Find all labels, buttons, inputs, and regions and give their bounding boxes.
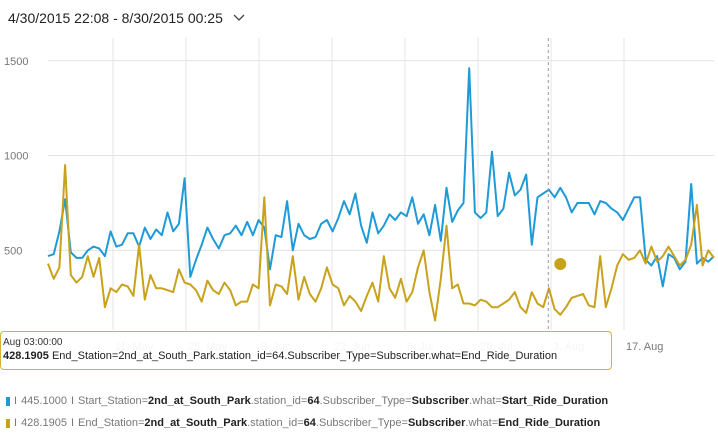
y-axis-ticks: 500 1000 1500: [4, 56, 28, 258]
tooltip-value: 428.1905: [3, 350, 49, 362]
chevron-down-icon[interactable]: [233, 11, 245, 25]
tooltip-line: 428.1905 End_Station=2nd_at_South_Park.s…: [3, 349, 611, 364]
highlight-point: [554, 257, 567, 270]
legend-series-name: Start_Station=2nd_at_South_Park.station_…: [78, 395, 609, 407]
legend-item-end-ride[interactable]: I 428.1905 I End_Station=2nd_at_South_Pa…: [6, 412, 608, 434]
y-tick-label: 1000: [4, 151, 28, 163]
legend-swatch-gold: [6, 418, 10, 428]
x-tick-label: 17. Aug: [626, 341, 663, 353]
legend-item-start-ride[interactable]: I 445.1000 I Start_Station=2nd_at_South_…: [6, 390, 608, 412]
legend-sep: I: [70, 417, 75, 429]
tooltip-time: Aug 03:00:00: [3, 337, 63, 348]
legend-series-name: End_Station=2nd_at_South_Park.station_id…: [78, 417, 601, 429]
series-line-1: [47, 164, 715, 322]
legend-sep: I: [14, 395, 18, 407]
legend-sep: I: [14, 417, 18, 429]
chart-tooltip: Aug 03:00:00 428.1905 End_Station=2nd_at…: [0, 331, 612, 370]
chart-series: [47, 67, 715, 322]
tooltip-series-label: End_Station=2nd_at_South_Park.station_id…: [51, 350, 558, 362]
y-tick-label: 500: [4, 245, 22, 257]
chart-highlight: [547, 38, 567, 330]
chart-legend: I 445.1000 I Start_Station=2nd_at_South_…: [6, 390, 608, 434]
legend-value: 445.1000: [21, 395, 67, 407]
legend-swatch-blue: [6, 396, 10, 406]
series-line-0: [47, 67, 715, 288]
legend-value: 428.1905: [21, 417, 67, 429]
chart-grid: [48, 38, 714, 330]
date-range-label: 4/30/2015 22:08 - 8/30/2015 00:25: [8, 10, 223, 26]
y-tick-label: 1500: [4, 56, 28, 68]
legend-sep: I: [70, 395, 75, 407]
date-range-selector[interactable]: 4/30/2015 22:08 - 8/30/2015 00:25: [8, 8, 245, 28]
